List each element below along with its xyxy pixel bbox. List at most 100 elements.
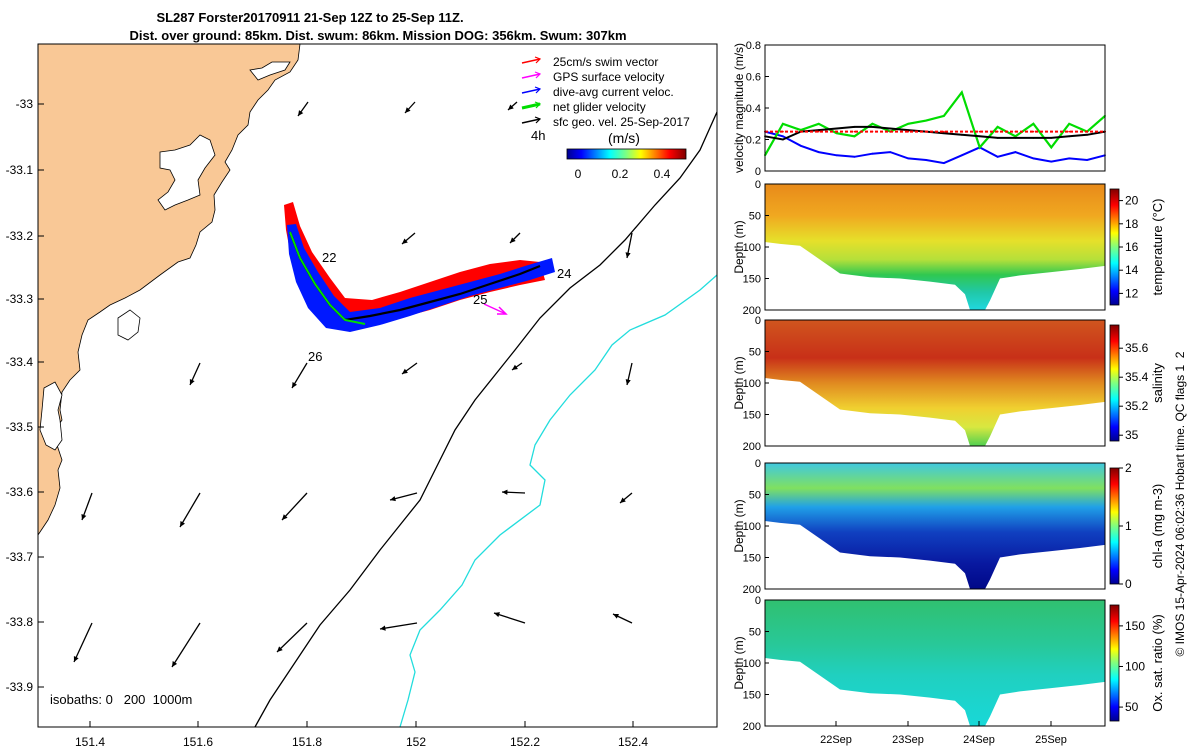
map-ytick-label: -33.5 bbox=[6, 420, 34, 434]
section-xtick-label: 24Sep bbox=[963, 734, 995, 746]
velocity-point bbox=[1068, 157, 1071, 160]
glider-track bbox=[284, 202, 555, 332]
depth-tick-label: 100 bbox=[743, 242, 761, 254]
velocity-point bbox=[907, 157, 910, 160]
velocity-ytick-label: 0.6 bbox=[746, 72, 761, 84]
geostrophic-arrowhead bbox=[380, 625, 386, 631]
map-ytick-label: -33.1 bbox=[6, 163, 34, 177]
velocity-point bbox=[871, 126, 874, 128]
temperature-colorbar-label: temperature (°C) bbox=[1150, 199, 1165, 296]
legend-label: GPS surface velocity bbox=[553, 70, 664, 84]
temperature-colorbar bbox=[1109, 188, 1120, 306]
velocity-ytick-label: 0.8 bbox=[746, 40, 761, 52]
depth-tick-label: 200 bbox=[743, 721, 761, 733]
colorbar-tick-label: 35.4 bbox=[1125, 370, 1149, 384]
colorbar-tick-label: 150 bbox=[1125, 619, 1145, 633]
geostrophic-arrowhead bbox=[620, 497, 626, 503]
isobath-1000 bbox=[399, 274, 717, 727]
depth-tick-label: 200 bbox=[743, 305, 761, 317]
oxygen-ylabel: Depth (m) bbox=[732, 636, 746, 689]
colorbar-tick-label: 35 bbox=[1125, 428, 1139, 442]
title-line-2: Dist. over ground: 85km. Dist. swum: 86k… bbox=[129, 28, 626, 43]
chla-section-field bbox=[765, 463, 1105, 589]
depth-tick-label: 150 bbox=[743, 690, 761, 702]
land-lake-2 bbox=[117, 309, 141, 341]
geostrophic-arrowhead bbox=[402, 238, 408, 244]
map-ytick-label: -33 bbox=[16, 97, 34, 111]
salinity-section-field bbox=[765, 320, 1105, 446]
velocity-point bbox=[943, 130, 945, 133]
velocity-point bbox=[925, 130, 927, 133]
oxygen-section-field bbox=[765, 600, 1105, 726]
day-label-26: 26 bbox=[308, 349, 322, 364]
velocity-point bbox=[1014, 130, 1017, 133]
colorbar-tick-label: 20 bbox=[1125, 194, 1139, 208]
velocity-point bbox=[1086, 133, 1088, 136]
oxygen-colorbar-label: Ox. sat. ratio (%) bbox=[1150, 614, 1165, 712]
velocity-point bbox=[1032, 122, 1035, 125]
colorbar-tick-label: 50 bbox=[1125, 700, 1139, 714]
velocity-point bbox=[978, 135, 981, 138]
geostrophic-arrowhead bbox=[277, 646, 283, 652]
velocity-ytick-label: 0.4 bbox=[746, 103, 761, 115]
map-ytick-label: -33.4 bbox=[6, 355, 34, 369]
geostrophic-arrowhead bbox=[405, 107, 411, 113]
colorbar-tick-1: 0.2 bbox=[612, 167, 629, 181]
map-xtick-label: 152.4 bbox=[618, 735, 648, 749]
salinity-panel: 0 50 100 150 200 Depth (m) 35 35.2 35.4 35.6salin… bbox=[732, 315, 1165, 453]
map-xtick-label: 151.4 bbox=[75, 735, 105, 749]
velocity-point bbox=[960, 91, 963, 94]
velocity-point bbox=[996, 130, 999, 133]
chla-colorbar-label: chl-a (mg m-3) bbox=[1150, 484, 1165, 569]
geostrophic-arrowhead bbox=[81, 514, 87, 520]
velocity-point bbox=[925, 159, 927, 161]
velocity-point bbox=[1068, 122, 1071, 125]
velocity-point bbox=[782, 138, 784, 141]
credit-text: © IMOS 15-Apr-2024 06:02:36 Hobart time.… bbox=[1173, 351, 1187, 656]
velocity-point bbox=[853, 126, 856, 128]
velocity-point bbox=[1086, 159, 1088, 161]
geostrophic-arrowhead bbox=[625, 252, 631, 258]
geostrophic-arrow bbox=[179, 492, 201, 528]
depth-tick-label: 0 bbox=[755, 458, 761, 470]
velocity-point bbox=[1068, 130, 1071, 133]
legend-swatch bbox=[521, 73, 541, 79]
legend-swatch bbox=[521, 118, 541, 124]
velocity-point bbox=[871, 130, 874, 133]
velocity-point bbox=[1050, 146, 1053, 149]
geostrophic-vectors bbox=[73, 101, 633, 668]
legend-swatch-arrow bbox=[534, 56, 542, 64]
velocity-point bbox=[978, 146, 981, 149]
legend-label: net glider velocity bbox=[553, 100, 646, 114]
colorbar-tick-label: 16 bbox=[1125, 240, 1139, 254]
velocity-point bbox=[817, 129, 820, 132]
chla-ylabel: Depth (m) bbox=[732, 499, 746, 552]
depth-tick-label: 50 bbox=[749, 490, 761, 502]
velocity-ytick-label: 0 bbox=[755, 166, 761, 178]
temperature-section-field bbox=[765, 184, 1105, 310]
legend-swatch-arrow bbox=[534, 101, 542, 109]
geostrophic-arrowhead bbox=[508, 104, 514, 110]
map-xtick-label: 152 bbox=[406, 735, 426, 749]
geostrophic-arrowhead bbox=[282, 514, 288, 520]
velocity-point bbox=[835, 130, 838, 133]
depth-tick-label: 200 bbox=[743, 584, 761, 596]
depth-tick-label: 50 bbox=[749, 627, 761, 639]
geostrophic-arrowhead bbox=[625, 379, 631, 385]
depth-tick-label: 0 bbox=[755, 179, 761, 191]
land-lake-4 bbox=[249, 61, 291, 81]
isobath-200 bbox=[254, 111, 717, 727]
geostrophic-arrowhead bbox=[73, 656, 79, 662]
velocity-point bbox=[1050, 137, 1053, 139]
colorbar-tick-label: 1 bbox=[1125, 519, 1132, 533]
velocity-point bbox=[853, 135, 856, 138]
salinity-colorbar bbox=[1109, 324, 1120, 442]
legend-swatch-arrow bbox=[534, 116, 542, 124]
current-vector-band bbox=[287, 224, 555, 332]
map-xtick-label: 152.2 bbox=[510, 735, 540, 749]
velocity-point bbox=[943, 162, 945, 165]
velocity-point bbox=[907, 130, 910, 133]
